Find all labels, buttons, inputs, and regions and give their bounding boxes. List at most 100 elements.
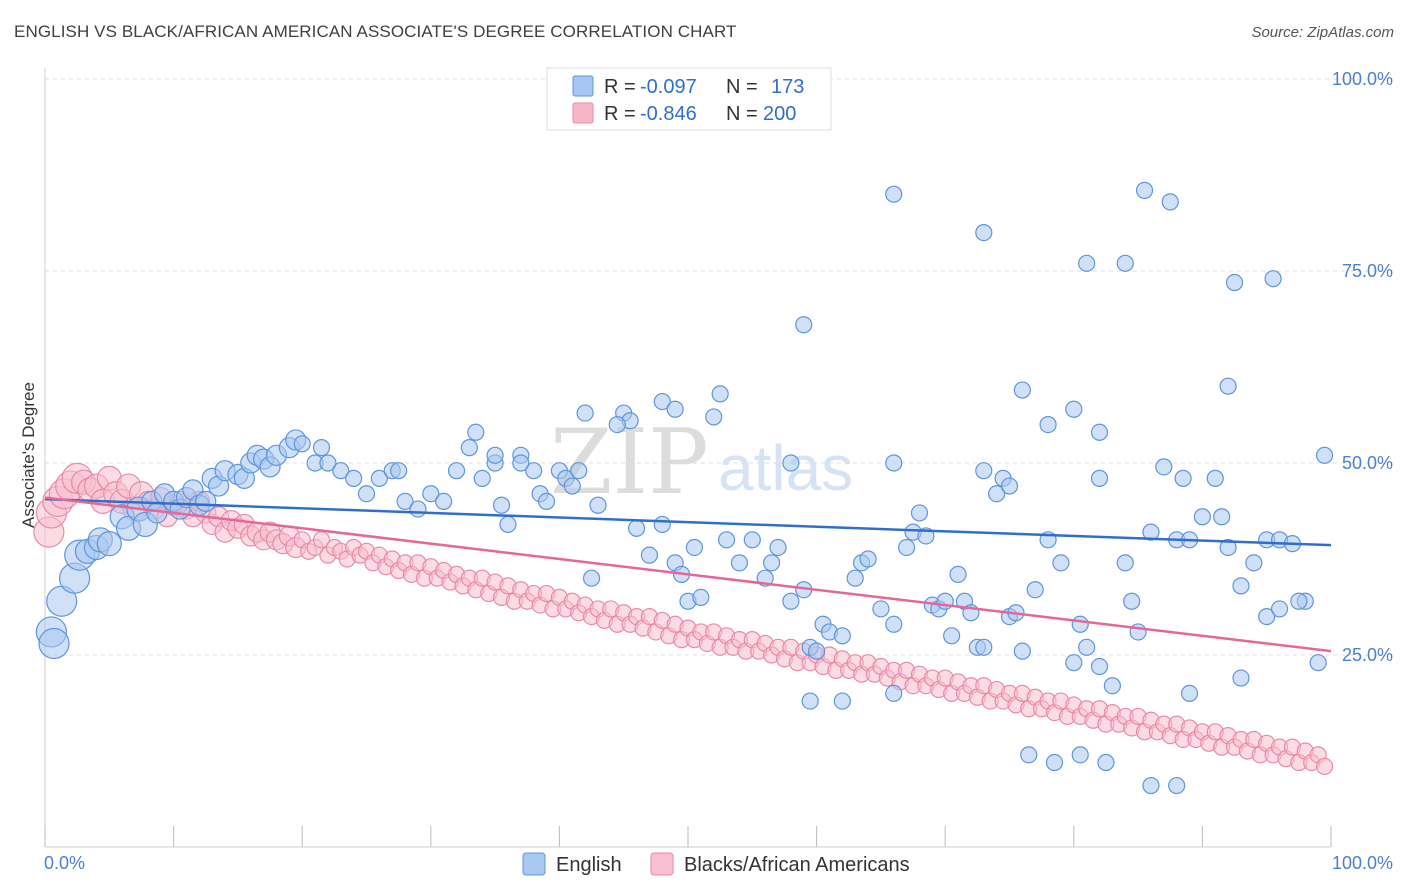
english-point-154 (608, 416, 626, 434)
chart-title: ENGLISH VS BLACK/AFRICAN AMERICAN ASSOCI… (14, 22, 737, 41)
chart-source: Source: ZipAtlas.com (1251, 24, 1394, 41)
english-point-131 (1219, 538, 1237, 557)
english-point-40 (357, 485, 376, 503)
x-tick-label-1: 100.0% (1332, 853, 1393, 873)
english-point-76 (705, 408, 723, 426)
english-point-77 (711, 385, 729, 403)
english-point-68 (627, 519, 646, 537)
english-point-117 (1065, 654, 1083, 672)
english-point-156 (666, 400, 684, 418)
english-point-148 (795, 316, 813, 334)
english-point-119 (1078, 638, 1096, 656)
gridlines (45, 78, 1392, 656)
english-point-120 (1090, 657, 1109, 676)
legend-swatch-english[interactable] (522, 852, 546, 876)
english-point-75 (692, 588, 710, 607)
english-point-126 (1155, 458, 1173, 476)
english-point-82 (762, 554, 781, 572)
english-point-58 (537, 492, 556, 510)
english-point-41 (370, 469, 388, 487)
stats-legend: R = -0.097 N = 173 R = -0.846 N = 200 (546, 67, 832, 131)
stats-r-label-english: R = (604, 76, 636, 98)
english-point-130 (1206, 469, 1224, 487)
english-point-1 (38, 627, 70, 660)
english-point-114 (1026, 581, 1044, 599)
english-point-78 (717, 531, 736, 549)
y-tick-label-3: 100.0% (1332, 69, 1393, 89)
stats-n-value-english: 173 (771, 76, 804, 98)
english-point-64 (582, 569, 601, 587)
english-point-87 (807, 642, 826, 660)
english-point-21 (195, 490, 217, 512)
english-point-121 (1103, 677, 1121, 695)
english-point-165 (1213, 508, 1231, 526)
y-tick-label-2: 75.0% (1342, 261, 1393, 281)
english-point-139 (1315, 446, 1334, 464)
english-point-144 (1135, 181, 1154, 199)
stats-n-value-black: 200 (763, 103, 796, 125)
english-point-39 (345, 469, 363, 487)
english-point-116 (1052, 554, 1070, 572)
english-point-43 (390, 462, 408, 480)
english-point-63 (576, 404, 594, 422)
stats-r-value-black: -0.846 (640, 103, 697, 125)
english-point-47 (435, 492, 453, 510)
stats-r-value-english: -0.097 (640, 76, 697, 98)
english-point-132 (1232, 577, 1250, 595)
stats-r-label-black: R = (604, 103, 636, 125)
english-point-174 (1168, 776, 1186, 795)
english-point-160 (885, 454, 903, 472)
english-point-179 (1290, 592, 1308, 610)
english-point-177 (1258, 607, 1276, 626)
english-series-points (35, 181, 1334, 795)
english-point-155 (653, 392, 671, 411)
english-point-96 (898, 538, 916, 557)
black-trend-line (44, 496, 1332, 653)
english-point-49 (460, 439, 478, 457)
english-point-54 (499, 515, 517, 534)
english-point-70 (653, 515, 671, 534)
english-point-62 (570, 462, 588, 480)
english-point-157 (486, 446, 504, 464)
english-point-45 (409, 500, 427, 518)
english-point-37 (319, 454, 337, 472)
y-tick-label-0: 25.0% (1342, 645, 1393, 665)
english-point-175 (1180, 684, 1199, 703)
english-point-51 (473, 469, 491, 487)
english-point-69 (640, 546, 659, 564)
english-point-80 (743, 531, 761, 549)
english-point-168 (885, 684, 903, 703)
english-point-143 (1116, 254, 1134, 272)
stats-n-label-english: N = (726, 76, 758, 98)
black-point-199 (1315, 757, 1334, 775)
stats-swatch-black (572, 102, 594, 124)
english-point-50 (467, 423, 485, 441)
axes (44, 68, 1332, 848)
legend-label-english[interactable]: English (556, 854, 622, 876)
english-point-118 (1071, 615, 1089, 633)
y-axis-title: Associate's Degree (19, 382, 38, 528)
english-point-109 (988, 485, 1006, 503)
tick-labels: 25.0% 50.0% 75.0% 100.0% 0.0% 100.0% (44, 69, 1393, 873)
english-point-98 (910, 504, 929, 522)
english-point-53 (492, 496, 511, 514)
english-point-103 (943, 627, 961, 645)
english-point-151 (1039, 416, 1057, 434)
legend-label-black[interactable]: Blacks/African Americans (684, 854, 910, 876)
trend-lines (44, 496, 1332, 653)
english-point-141 (975, 224, 993, 242)
english-point-91 (846, 569, 864, 587)
english-point-171 (1071, 746, 1089, 764)
english-point-159 (782, 454, 800, 472)
english-point-142 (1078, 254, 1096, 272)
y-tick-label-1: 50.0% (1342, 453, 1393, 473)
english-point-176 (1232, 669, 1250, 687)
english-point-79 (730, 554, 749, 572)
english-point-36 (312, 439, 331, 457)
stats-swatch-english (572, 75, 594, 97)
english-point-178 (1270, 600, 1289, 618)
english-point-161 (975, 462, 993, 480)
series-legend: English Blacks/African Americans (522, 852, 910, 876)
english-point-153 (1090, 423, 1109, 441)
legend-swatch-black[interactable] (650, 852, 674, 876)
